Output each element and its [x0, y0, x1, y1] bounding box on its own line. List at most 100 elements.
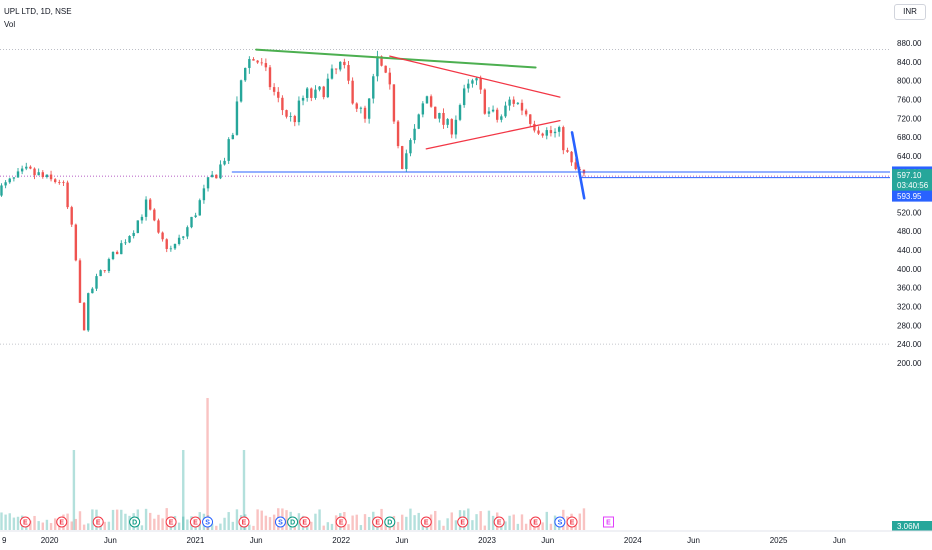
- candle: [268, 67, 272, 88]
- volume-bar: [293, 524, 296, 530]
- candle: [82, 302, 86, 331]
- price-tick-label: 720.00: [897, 114, 922, 123]
- event-earnings-icon[interactable]: E: [372, 516, 384, 528]
- event-earnings-icon[interactable]: E: [19, 516, 31, 528]
- event-label: S: [558, 520, 563, 527]
- event-marker: [19, 516, 31, 528]
- volume-bar: [524, 523, 528, 530]
- volume-bar: [413, 515, 416, 530]
- candle: [487, 111, 491, 114]
- event-marker: [92, 516, 104, 528]
- candle: [41, 172, 44, 177]
- event-marker: [566, 516, 578, 528]
- volume-bar: [37, 521, 40, 530]
- volume-bar: [264, 515, 268, 530]
- event-earnings-icon[interactable]: E: [56, 516, 68, 528]
- event-marker: [274, 516, 286, 528]
- volume-bar: [252, 525, 255, 530]
- level-lower-label-text: 593.95: [897, 192, 922, 201]
- volume-bars: [0, 398, 586, 530]
- candle: [120, 243, 123, 255]
- candle: [190, 216, 193, 228]
- volume-bar: [120, 509, 123, 530]
- candle: [244, 67, 247, 81]
- event-earnings-icon[interactable]: E: [238, 516, 250, 528]
- event-earnings-icon[interactable]: E: [92, 516, 104, 528]
- event-marker: [287, 516, 299, 528]
- price-axis[interactable]: 880.00 840.00 800.00 760.00 720.00 680.00 640.…: [897, 39, 922, 368]
- green-trendline[interactable]: [255, 48, 537, 69]
- event-earnings-icon[interactable]: E: [420, 516, 432, 528]
- candle: [132, 232, 135, 237]
- candle: [529, 114, 532, 124]
- candle: [372, 76, 375, 99]
- candle: [417, 114, 420, 129]
- event-earnings-icon[interactable]: E: [457, 516, 469, 528]
- volume-bar: [512, 514, 515, 530]
- time-axis[interactable]: 9 2020 Jun 2021 Jun 2022 Jun 2023 Jun 2024 Jun 2025…: [2, 536, 846, 545]
- event-dividend-icon[interactable]: D: [287, 516, 299, 528]
- event-label: E: [606, 520, 611, 527]
- volume-bar: [53, 518, 57, 530]
- candle: [144, 199, 148, 217]
- candle: [194, 215, 197, 217]
- candle: [153, 209, 156, 221]
- event-earnings-icon[interactable]: E: [189, 516, 201, 528]
- candle: [537, 130, 540, 134]
- time-tick-label: 2021: [187, 536, 205, 545]
- candle: [454, 119, 458, 135]
- candle: [74, 224, 78, 261]
- volume-bar: [351, 515, 354, 530]
- candle: [62, 182, 65, 184]
- candle: [520, 102, 524, 111]
- blue-down-trendline[interactable]: [570, 131, 586, 200]
- red-lower-trendline[interactable]: [425, 119, 561, 150]
- event-split-icon[interactable]: S: [554, 516, 566, 528]
- volume-bar: [210, 523, 214, 530]
- event-earnings-icon[interactable]: E: [603, 516, 614, 528]
- volume-bar: [231, 521, 235, 530]
- event-earnings-icon[interactable]: E: [493, 516, 505, 528]
- candle: [326, 78, 330, 98]
- event-dividend-icon[interactable]: D: [129, 516, 141, 528]
- event-earnings-icon[interactable]: E: [530, 516, 542, 528]
- time-tick-label: 2024: [624, 536, 642, 545]
- candle: [458, 105, 462, 120]
- event-label: D: [387, 520, 392, 527]
- candle: [277, 91, 280, 98]
- event-earnings-icon[interactable]: E: [566, 516, 578, 528]
- plot-area[interactable]: [0, 48, 890, 530]
- event-earnings-icon[interactable]: E: [165, 516, 177, 528]
- event-earnings-icon[interactable]: E: [335, 516, 347, 528]
- candle: [310, 88, 313, 98]
- currency-selector[interactable]: INR: [894, 4, 926, 20]
- candle: [475, 78, 478, 81]
- volume-bar: [82, 524, 86, 530]
- event-dividend-icon[interactable]: D: [384, 516, 396, 528]
- volume-bar: [442, 525, 445, 530]
- candle: [29, 166, 32, 169]
- volume-bar: [318, 509, 321, 530]
- volume-bar: [248, 524, 251, 530]
- event-split-icon[interactable]: S: [274, 516, 286, 528]
- volume-bar: [103, 521, 106, 530]
- event-earnings-icon[interactable]: E: [299, 516, 311, 528]
- candle: [462, 88, 466, 106]
- event-marker: [202, 516, 214, 528]
- volume-bar: [454, 520, 458, 530]
- candle: [91, 288, 94, 294]
- red-upper-trendline[interactable]: [389, 55, 561, 98]
- candle: [392, 84, 396, 122]
- candle: [363, 107, 367, 119]
- candle: [549, 130, 553, 134]
- event-label: E: [570, 520, 575, 527]
- candle: [45, 174, 49, 177]
- candle: [128, 236, 131, 243]
- volume-bar: [177, 522, 181, 530]
- volume-bar: [144, 508, 148, 530]
- event-split-icon[interactable]: S: [202, 516, 214, 528]
- volume-bar: [16, 516, 20, 530]
- event-label: E: [59, 520, 64, 527]
- volume-bar: [124, 513, 127, 530]
